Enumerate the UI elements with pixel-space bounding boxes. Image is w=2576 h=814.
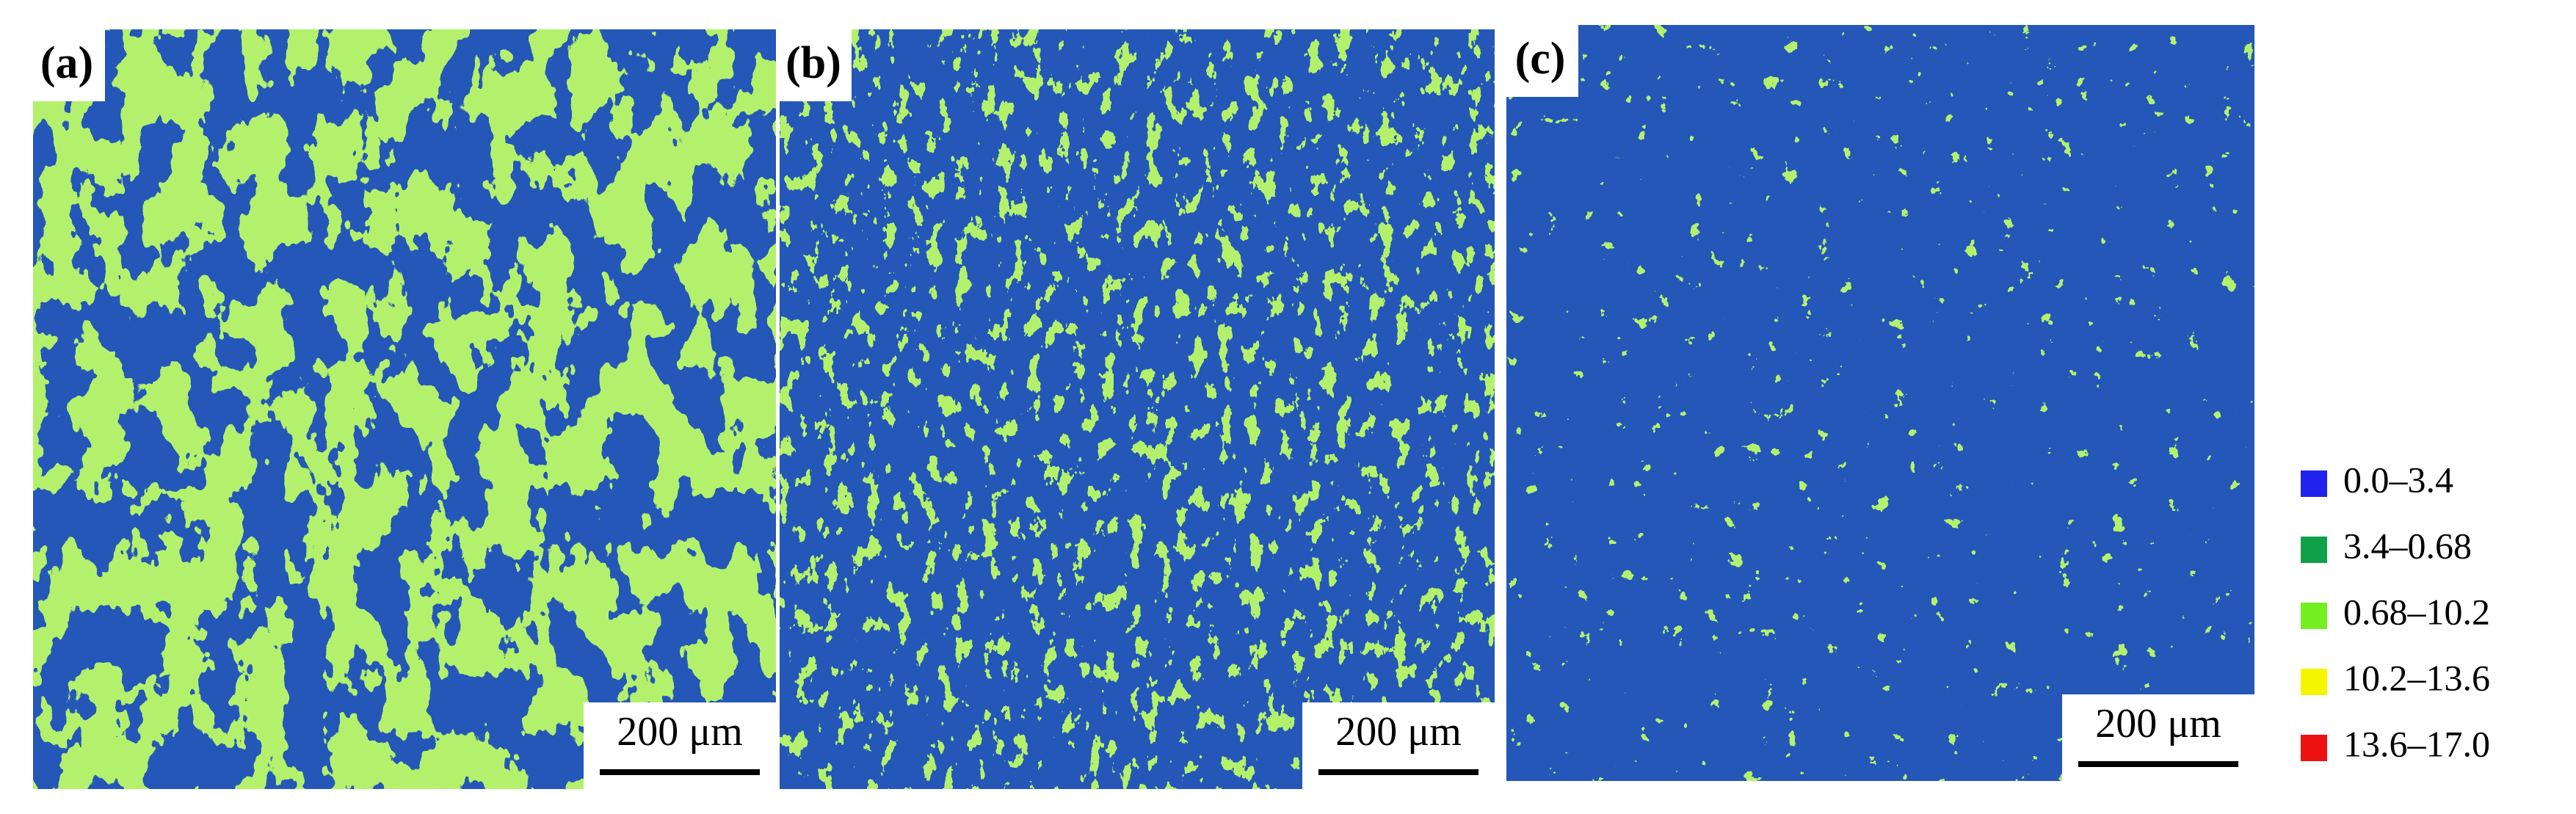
legend-label: 3.4–0.68 (2343, 525, 2472, 566)
legend-label: 10.2–13.6 (2343, 657, 2490, 698)
micrograph-panel: (b) 200 μm (778, 28, 1495, 789)
scale-bar-label: 200 μm (617, 709, 743, 755)
legend-swatch (2301, 669, 2327, 695)
grain-boundaries (780, 29, 1495, 789)
panel-label: (b) (786, 38, 841, 88)
legend-label: 0.0–3.4 (2343, 459, 2453, 500)
micrograph-panel: (a) 200 μm (32, 28, 776, 789)
legend-label: 0.68–10.2 (2343, 591, 2490, 632)
legend-swatch (2301, 735, 2327, 761)
panel-label-box (778, 28, 852, 101)
scale-bar-label: 200 μm (1335, 709, 1462, 755)
panel-label-box (1505, 23, 1578, 97)
micrograph-panel: (c) 200 μm (1505, 23, 2254, 781)
legend-label: 13.6–17.0 (2343, 723, 2490, 764)
legend-swatch (2301, 603, 2327, 629)
grain-boundaries (1506, 25, 2254, 781)
scale-bar-label: 200 μm (2095, 701, 2221, 746)
legend-swatch (2301, 537, 2327, 563)
panel-label: (a) (40, 38, 93, 88)
legend-swatch (2301, 470, 2327, 497)
panel-label: (c) (1515, 34, 1566, 84)
panel-label-box (32, 28, 105, 101)
grain-boundaries (33, 29, 776, 789)
